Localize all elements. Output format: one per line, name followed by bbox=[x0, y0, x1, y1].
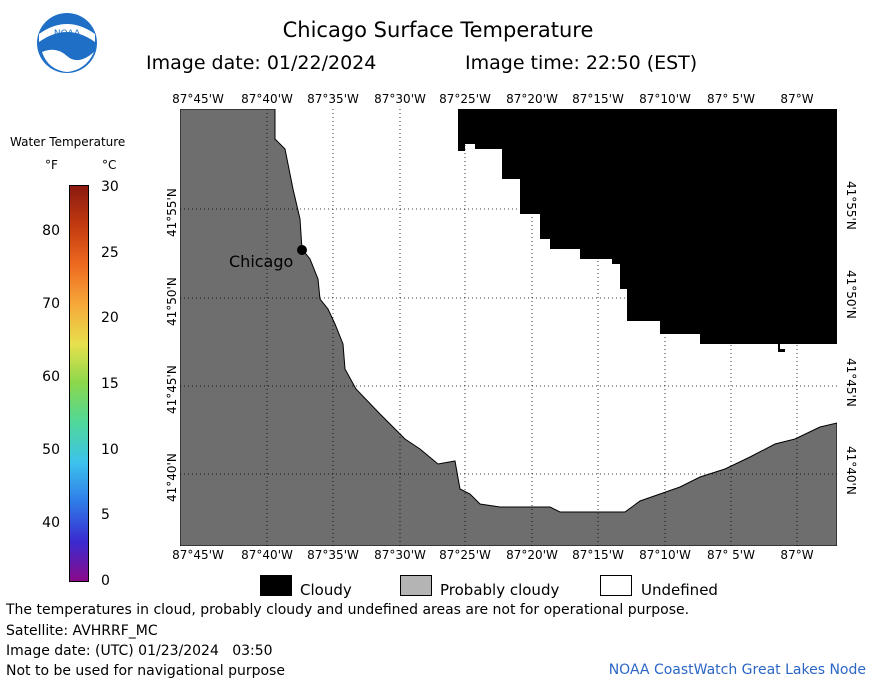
undefined-swatch bbox=[600, 575, 632, 596]
longitude-label: 87°30'W bbox=[374, 548, 426, 562]
legend-title: Water Temperature bbox=[10, 135, 126, 149]
fahrenheit-tick: 50 bbox=[42, 441, 60, 458]
longitude-label: 87°40'W bbox=[241, 548, 293, 562]
latitude-label: 41°55'N bbox=[844, 181, 858, 230]
image-time-label: Image time: 22:50 (EST) bbox=[465, 52, 698, 74]
longitude-label: 87° 5'W bbox=[707, 92, 755, 106]
longitude-label: 87°35'W bbox=[307, 548, 359, 562]
longitude-label: 87°W bbox=[780, 548, 814, 562]
satellite-text: Satellite: AVHRRF_MC bbox=[6, 623, 158, 639]
map-gridlines bbox=[180, 109, 837, 546]
longitude-label: 87°20'W bbox=[506, 548, 558, 562]
cloud-area bbox=[458, 109, 837, 352]
longitude-label: 87°15'W bbox=[572, 548, 624, 562]
cloudy-swatch bbox=[260, 575, 292, 596]
undefined-label: Undefined bbox=[641, 581, 718, 599]
longitude-label: 87°20'W bbox=[506, 92, 558, 106]
fahrenheit-tick: 80 bbox=[42, 222, 60, 239]
fahrenheit-tick: 60 bbox=[42, 368, 60, 385]
longitude-label: 87°10'W bbox=[639, 548, 691, 562]
utc-date-text: Image date: (UTC) 01/23/2024 03:50 bbox=[6, 643, 273, 659]
noaa-logo: NOAA bbox=[37, 13, 97, 73]
image-date-label: Image date: 01/22/2024 bbox=[146, 52, 377, 74]
latitude-label: 41°45'N bbox=[844, 358, 858, 407]
longitude-label: 87°30'W bbox=[374, 92, 426, 106]
disclaimer-text: The temperatures in cloud, probably clou… bbox=[6, 602, 690, 618]
celsius-tick: 15 bbox=[101, 376, 119, 392]
latitude-label: 41°40'N bbox=[844, 446, 858, 495]
longitude-label: 87°35'W bbox=[307, 92, 359, 106]
probably-cloudy-label: Probably cloudy bbox=[440, 581, 560, 599]
celsius-tick: 5 bbox=[101, 507, 110, 524]
latitude-label: 41°55'N bbox=[165, 188, 179, 237]
cloudy-label: Cloudy bbox=[300, 581, 352, 599]
latitude-label: 41°50'N bbox=[165, 277, 179, 326]
longitude-label: 87°45'W bbox=[172, 548, 224, 562]
fahrenheit-tick: 70 bbox=[42, 295, 60, 312]
chicago-marker bbox=[297, 245, 307, 255]
longitude-label: 87°45'W bbox=[172, 92, 224, 106]
celsius-tick: 10 bbox=[101, 441, 119, 458]
latitude-label: 41°40'N bbox=[165, 453, 179, 502]
longitude-label: 87°10'W bbox=[639, 92, 691, 106]
fahrenheit-tick: 40 bbox=[42, 514, 60, 531]
celsius-tick: 25 bbox=[101, 244, 119, 261]
longitude-label: 87°W bbox=[780, 92, 814, 106]
temperature-colorbar bbox=[69, 185, 89, 582]
latitude-label: 41°50'N bbox=[844, 270, 858, 319]
temperature-map bbox=[180, 109, 837, 546]
longitude-label: 87°15'W bbox=[572, 92, 624, 106]
unit-celsius: °C bbox=[102, 158, 117, 172]
celsius-tick: 30 bbox=[101, 179, 119, 195]
unit-fahrenheit: °F bbox=[45, 158, 58, 172]
longitude-label: 87°25'W bbox=[439, 548, 491, 562]
chicago-label: Chicago bbox=[229, 252, 294, 271]
credit-link[interactable]: NOAA CoastWatch Great Lakes Node bbox=[608, 662, 866, 678]
longitude-label: 87° 5'W bbox=[707, 548, 755, 562]
noaa-logo-text: NOAA bbox=[54, 29, 81, 39]
land-area bbox=[180, 109, 837, 546]
latitude-label: 41°45'N bbox=[165, 365, 179, 414]
longitude-label: 87°40'W bbox=[241, 92, 293, 106]
probably-cloudy-swatch bbox=[400, 575, 432, 596]
page-title: Chicago Surface Temperature bbox=[282, 18, 594, 42]
longitude-label: 87°25'W bbox=[439, 92, 491, 106]
celsius-tick: 0 bbox=[101, 573, 110, 589]
celsius-tick: 20 bbox=[101, 310, 119, 327]
navigation-warning: Not to be used for navigational purpose bbox=[6, 663, 285, 679]
